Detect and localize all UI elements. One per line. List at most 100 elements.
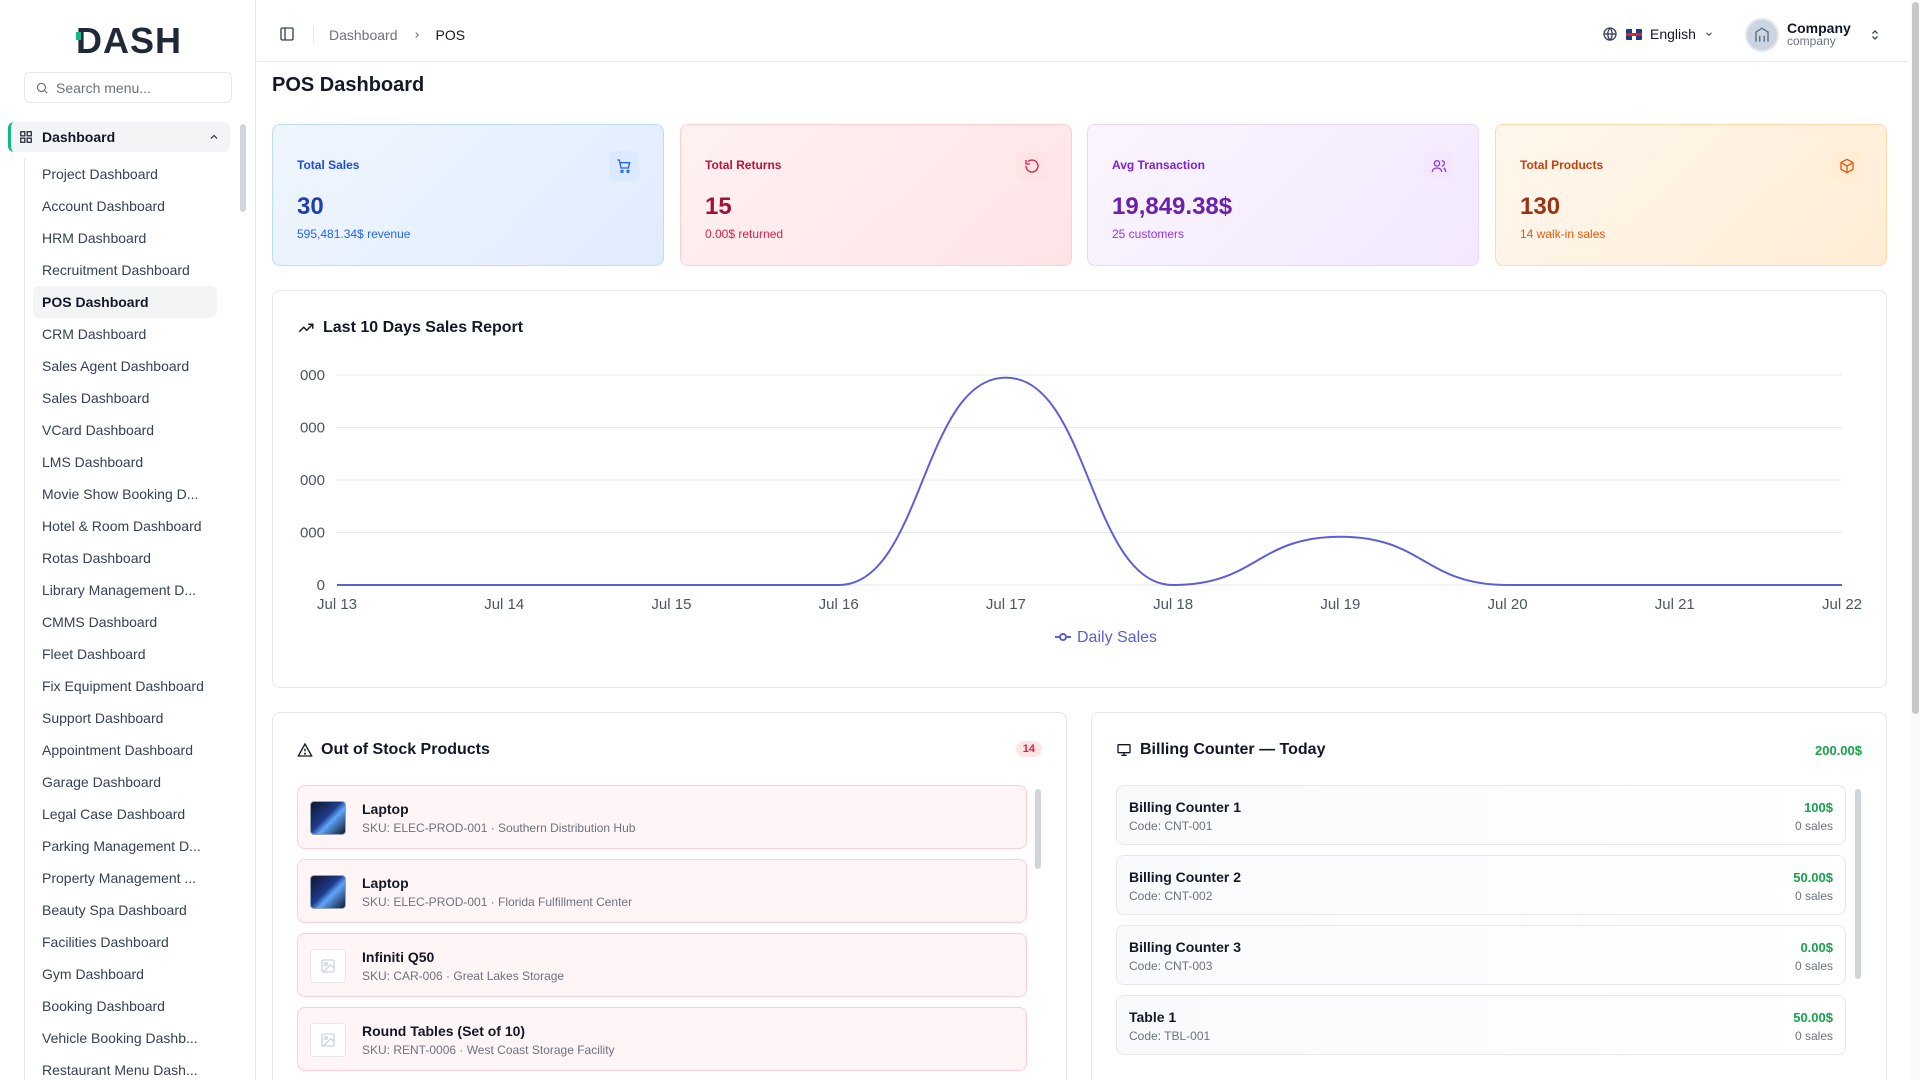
counter-name: Table 1 (1129, 1009, 1177, 1025)
out-of-stock-item[interactable]: Round Tables (Set of 10) SKU: RENT-0006 ·… (297, 1007, 1027, 1071)
building-icon (1755, 27, 1769, 42)
nav-group-label: Dashboard (42, 129, 116, 145)
language-label: English (1650, 26, 1696, 42)
chart-title-text: Last 10 Days Sales Report (323, 319, 524, 336)
stat-card-total-products: Total Products 130 14 walk-in sales (1495, 124, 1887, 266)
sidebar-search[interactable]: Search menu... (24, 72, 232, 103)
grid-icon (20, 131, 32, 143)
counter-name: Billing Counter 1 (1129, 799, 1241, 815)
out-of-stock-list: Laptop SKU: ELEC-PROD-001 · Southern Dist… (297, 785, 1027, 1080)
sales-report-panel: Last 10 Days Sales Report 0 000 000 000 000 J… (272, 290, 1887, 688)
breadcrumb: Dashboard POS (329, 27, 465, 43)
billing-scrollbar[interactable] (1855, 789, 1861, 979)
stat-sub: 25 customers (1112, 227, 1185, 241)
stat-sub: 595,481.34$ revenue (297, 227, 411, 241)
monitor-icon (1117, 744, 1131, 756)
sidebar-scrollbar[interactable] (240, 124, 246, 212)
y-tick-label: 000 (300, 472, 325, 489)
sidebar-item[interactable]: Support Dashboard (42, 710, 164, 726)
counter-name: Billing Counter 2 (1129, 869, 1241, 885)
sidebar-item[interactable]: Vehicle Booking Dashb... (42, 1030, 198, 1046)
out-of-stock-count-badge: 14 (1015, 741, 1042, 757)
x-tick-label: Jul 16 (819, 596, 859, 613)
counter-amount: 100$ (1804, 800, 1833, 815)
sidebar-item[interactable]: Fix Equipment Dashboard (42, 678, 204, 694)
sidebar-item[interactable]: Appointment Dashboard (42, 742, 193, 758)
sidebar-item[interactable]: CMMS Dashboard (42, 614, 158, 630)
counter-sales: 0 sales (1794, 889, 1833, 903)
sidebar-item[interactable]: Gym Dashboard (42, 966, 144, 982)
legend-point-marker (1059, 633, 1067, 641)
dash-logo[interactable]: DASH (74, 20, 184, 60)
sidebar-item[interactable]: Booking Dashboard (42, 998, 165, 1014)
sidebar-item[interactable]: Account Dashboard (42, 198, 165, 214)
sidebar-item[interactable]: Sales Agent Dashboard (42, 358, 190, 374)
stat-value: 15 (705, 193, 732, 220)
nav-list: Project Dashboard Account Dashboard HRM Da… (24, 158, 224, 1080)
sidebar-item[interactable]: Restaurant Menu Dash... (42, 1062, 198, 1078)
page-scrollbar[interactable] (1912, 2, 1919, 714)
billing-counter-list: Billing Counter 1 Code: CNT-001 100$ 0 sale… (1116, 785, 1846, 1065)
sidebar-item[interactable]: Fleet Dashboard (42, 646, 146, 662)
x-tick-label: Jul 17 (986, 596, 1026, 613)
x-tick-label: Jul 19 (1320, 596, 1360, 613)
sidebar-item[interactable]: Library Management D... (42, 582, 197, 598)
out-of-stock-panel: Out of Stock Products 14 Laptop SKU: ELEC… (272, 712, 1067, 1080)
sidebar-item[interactable]: Rotas Dashboard (42, 550, 151, 566)
y-tick-label: 000 (300, 525, 325, 542)
sidebar-item[interactable]: Project Dashboard (42, 166, 158, 182)
out-of-stock-item[interactable]: Laptop SKU: ELEC-PROD-001 · Florida Fulfi… (297, 859, 1027, 923)
user-name: Company (1787, 20, 1851, 36)
out-of-stock-item[interactable]: Infiniti Q50 SKU: CAR-006 · Great Lakes S… (297, 933, 1027, 997)
stat-label: Total Returns (705, 158, 782, 172)
uk-flag-icon (1626, 28, 1642, 40)
sidebar-item[interactable]: VCard Dashboard (42, 422, 155, 438)
sidebar-item[interactable]: Legal Case Dashboard (42, 806, 186, 822)
billing-counter-item[interactable]: Billing Counter 1 Code: CNT-001 100$ 0 sale… (1116, 785, 1846, 845)
x-tick-label: Jul 18 (1153, 596, 1193, 613)
billing-counter-item[interactable]: Table 1 Code: TBL-001 50.00$ 0 sales (1116, 995, 1846, 1055)
product-sku: SKU: CAR-006 · Great Lakes Storage (362, 969, 565, 983)
logo-text: DASH (76, 20, 182, 60)
legend-label: Daily Sales (1077, 629, 1157, 646)
top-header: Dashboard POS English Company company (257, 0, 1908, 62)
user-role: company (1787, 34, 1836, 48)
nav-group-dashboard[interactable]: Dashboard (8, 122, 230, 152)
avatar (1745, 18, 1779, 52)
counter-code: Code: CNT-001 (1129, 819, 1213, 833)
sidebar-item[interactable]: Recruitment Dashboard (42, 262, 190, 278)
chevron-updown-icon (1871, 30, 1878, 40)
sidebar-item[interactable]: HRM Dashboard (42, 230, 147, 246)
sidebar-item[interactable]: Movie Show Booking D... (42, 486, 199, 502)
billing-total: 200.00$ (1815, 743, 1862, 758)
sidebar-item[interactable]: POS Dashboard (33, 286, 217, 318)
y-tick-label: 0 (317, 577, 325, 594)
sidebar-item[interactable]: Garage Dashboard (42, 774, 162, 790)
x-tick-label: Jul 13 (317, 596, 357, 613)
stat-label: Avg Transaction (1112, 158, 1205, 172)
product-thumbnail (310, 875, 346, 909)
sidebar-item[interactable]: Facilities Dashboard (42, 934, 169, 950)
sidebar-item[interactable]: Beauty Spa Dashboard (42, 902, 187, 918)
sidebar-item[interactable]: Hotel & Room Dashboard (42, 518, 202, 534)
sidebar-item[interactable]: Sales Dashboard (42, 390, 150, 406)
counter-amount: 50.00$ (1793, 870, 1833, 885)
sidebar-item[interactable]: CRM Dashboard (42, 326, 147, 342)
product-thumbnail (310, 801, 346, 835)
billing-counter-item[interactable]: Billing Counter 3 Code: CNT-003 0.00$ 0 sal… (1116, 925, 1846, 985)
user-menu[interactable]: Company company (1745, 18, 1881, 52)
sidebar-item[interactable]: LMS Dashboard (42, 454, 144, 470)
out-of-stock-scrollbar[interactable] (1035, 789, 1041, 869)
sidebar-item[interactable]: Parking Management D... (42, 838, 201, 854)
breadcrumb-dashboard[interactable]: Dashboard (329, 27, 398, 43)
sidebar-toggle-icon[interactable] (279, 26, 295, 42)
x-tick-label: Jul 20 (1488, 596, 1528, 613)
billing-counter-item[interactable]: Billing Counter 2 Code: CNT-002 50.00$ 0 sa… (1116, 855, 1846, 915)
out-of-stock-title-text: Out of Stock Products (321, 741, 490, 758)
out-of-stock-item[interactable]: Laptop SKU: ELEC-PROD-001 · Southern Dist… (297, 785, 1027, 849)
stat-label: Total Sales (297, 158, 360, 172)
language-selector[interactable]: English (1602, 26, 1714, 42)
breadcrumb-current: POS (435, 27, 466, 43)
sidebar-item[interactable]: Property Management ... (42, 870, 197, 886)
